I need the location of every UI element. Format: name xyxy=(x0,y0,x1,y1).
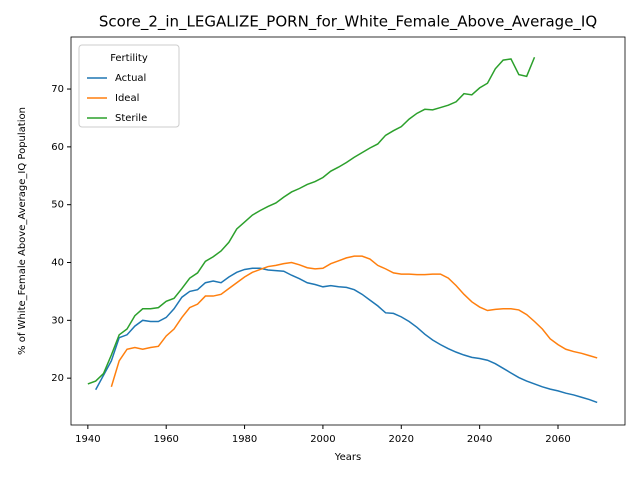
y-axis-label: % of White_Female Above_Average_IQ Popul… xyxy=(17,107,28,355)
x-axis-label: Years xyxy=(334,452,361,463)
x-tick-label: 1940 xyxy=(75,434,100,445)
x-tick-label: 2000 xyxy=(310,434,335,445)
legend-label: Sterile xyxy=(115,113,147,124)
y-tick-label: 20 xyxy=(51,373,64,384)
legend-label: Actual xyxy=(115,73,146,84)
y-tick-label: 60 xyxy=(51,142,64,153)
y-tick-label: 70 xyxy=(51,84,64,95)
plot-frame xyxy=(70,36,626,426)
y-tick-label: 30 xyxy=(51,315,64,326)
line-series xyxy=(110,255,598,388)
x-tick-label: 1980 xyxy=(232,434,257,445)
chart-title: Score_2_in_LEGALIZE_PORN_for_White_Femal… xyxy=(99,13,597,32)
x-tick-label: 1960 xyxy=(153,434,178,445)
line-series xyxy=(95,267,598,404)
x-tick-label: 2040 xyxy=(467,434,492,445)
legend-label: Ideal xyxy=(115,93,139,104)
y-tick-label: 50 xyxy=(51,200,64,211)
line-series xyxy=(87,56,536,385)
x-tick-label: 2020 xyxy=(389,434,414,445)
x-tick-label: 2060 xyxy=(545,434,570,445)
legend-box xyxy=(78,44,180,128)
y-tick-label: 40 xyxy=(51,258,64,269)
legend-title: Fertility xyxy=(110,53,148,64)
